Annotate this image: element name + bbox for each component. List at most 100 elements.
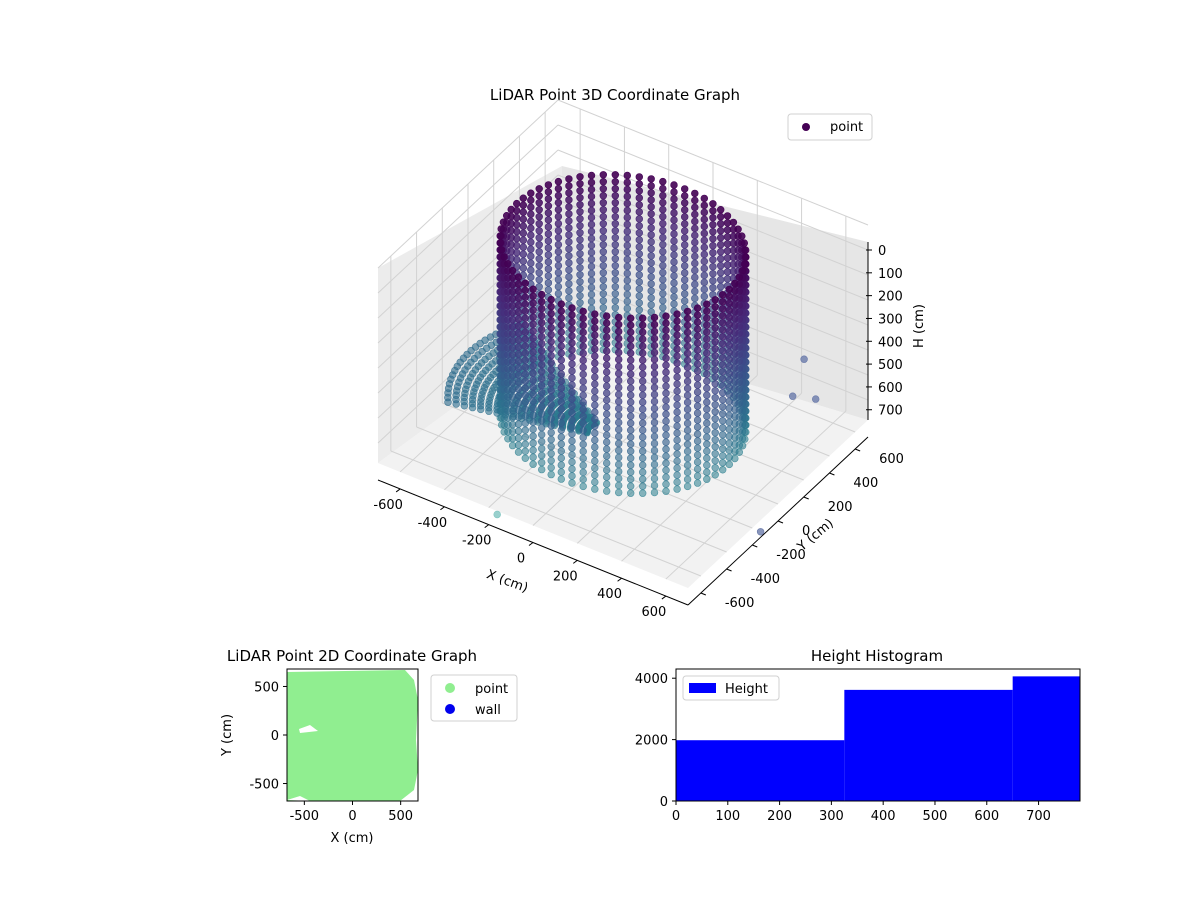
point-3d xyxy=(680,255,689,263)
y-tick-label-histogram: 4000 xyxy=(635,672,668,687)
point-3d xyxy=(521,377,529,385)
point-3d xyxy=(535,234,543,242)
point-3d xyxy=(519,243,527,251)
point-3d xyxy=(614,327,623,336)
ticks-2d: -500 0 500 -500 0 500 xyxy=(249,680,413,824)
point-3d xyxy=(554,226,563,235)
point-3d xyxy=(626,370,635,378)
point-3d xyxy=(650,355,659,364)
point-3d xyxy=(537,304,546,313)
point-3d xyxy=(514,399,523,407)
point-3d xyxy=(711,324,719,332)
point-3d xyxy=(670,265,678,273)
x-tick-label-3d: 400 xyxy=(597,587,622,602)
point-3d xyxy=(529,299,537,307)
point-3d xyxy=(535,185,543,193)
point-3d xyxy=(635,173,643,181)
point-3d xyxy=(691,252,699,261)
point-3d xyxy=(718,452,727,460)
point-3d xyxy=(535,262,543,270)
point-3d xyxy=(614,446,623,455)
point-3d xyxy=(680,185,689,193)
point-3d xyxy=(521,370,529,378)
point-3d xyxy=(659,247,667,256)
point-3d xyxy=(611,262,619,270)
point-3d xyxy=(568,367,576,375)
point-3d xyxy=(527,210,535,218)
point-3d xyxy=(693,311,702,319)
point-3d xyxy=(514,336,523,344)
point-3d xyxy=(700,285,708,294)
point-3d xyxy=(647,175,655,183)
point-3d xyxy=(579,342,587,351)
point-3d xyxy=(514,406,523,414)
point-3d xyxy=(611,185,619,193)
point-3d xyxy=(576,222,584,230)
point-3d xyxy=(611,199,619,207)
point-3d xyxy=(673,310,681,318)
point-3d xyxy=(591,352,599,360)
point-3d xyxy=(568,458,576,466)
point-3d xyxy=(638,398,647,406)
point-3d xyxy=(662,424,670,432)
point-3d xyxy=(576,292,584,300)
point-3d xyxy=(626,405,635,413)
point-3d xyxy=(602,382,611,390)
x-tick-label-histogram: 100 xyxy=(715,809,740,824)
point-3d xyxy=(485,407,493,415)
point-3d xyxy=(544,258,553,266)
point-3d xyxy=(691,266,699,275)
point-3d xyxy=(693,444,702,452)
point-3d xyxy=(537,409,546,418)
point-3d xyxy=(718,466,727,474)
point-3d xyxy=(626,454,635,462)
point-3d xyxy=(537,437,546,446)
point-3d xyxy=(557,300,565,308)
point-3d xyxy=(680,248,689,256)
point-3d xyxy=(638,405,647,413)
point-3d xyxy=(680,283,689,291)
point-3d xyxy=(547,470,555,479)
point-3d xyxy=(498,246,506,254)
point-3d xyxy=(693,423,702,431)
point-3d xyxy=(521,349,529,357)
point-3d xyxy=(614,383,623,392)
point-3d xyxy=(638,433,647,441)
point-3d xyxy=(507,205,515,214)
point-3d xyxy=(673,422,681,430)
point-3d xyxy=(576,180,584,188)
point-3d xyxy=(650,411,659,420)
point-3d xyxy=(725,299,733,308)
point-3d xyxy=(587,220,596,229)
point-3d xyxy=(521,398,529,406)
point-3d xyxy=(647,252,655,260)
point-3d xyxy=(602,375,611,383)
point-3d xyxy=(650,488,659,497)
point-3d xyxy=(670,230,678,238)
point-3d xyxy=(568,437,576,445)
point-3d xyxy=(591,401,599,409)
point-3d xyxy=(568,304,576,312)
point-3d xyxy=(599,234,607,242)
gap-region-2d xyxy=(287,796,310,801)
point-3d xyxy=(738,267,747,275)
point-3d xyxy=(535,276,543,284)
point-3d xyxy=(650,369,659,378)
y-tick-label-3d: -600 xyxy=(725,596,755,611)
point-3d xyxy=(638,475,647,483)
point-3d xyxy=(673,443,681,451)
point-3d xyxy=(614,397,623,406)
point-3d xyxy=(691,273,699,282)
point-3d xyxy=(709,235,717,243)
point-3d xyxy=(529,334,537,342)
point-3d xyxy=(568,311,576,319)
point-3d xyxy=(683,328,692,337)
point-3d xyxy=(635,257,643,265)
point-3d xyxy=(626,482,635,490)
point-3d xyxy=(535,248,543,256)
point-3d xyxy=(611,213,619,221)
point-3d xyxy=(623,178,631,187)
point-3d xyxy=(623,241,631,250)
point-3d xyxy=(662,445,670,453)
point-3d xyxy=(711,373,719,381)
